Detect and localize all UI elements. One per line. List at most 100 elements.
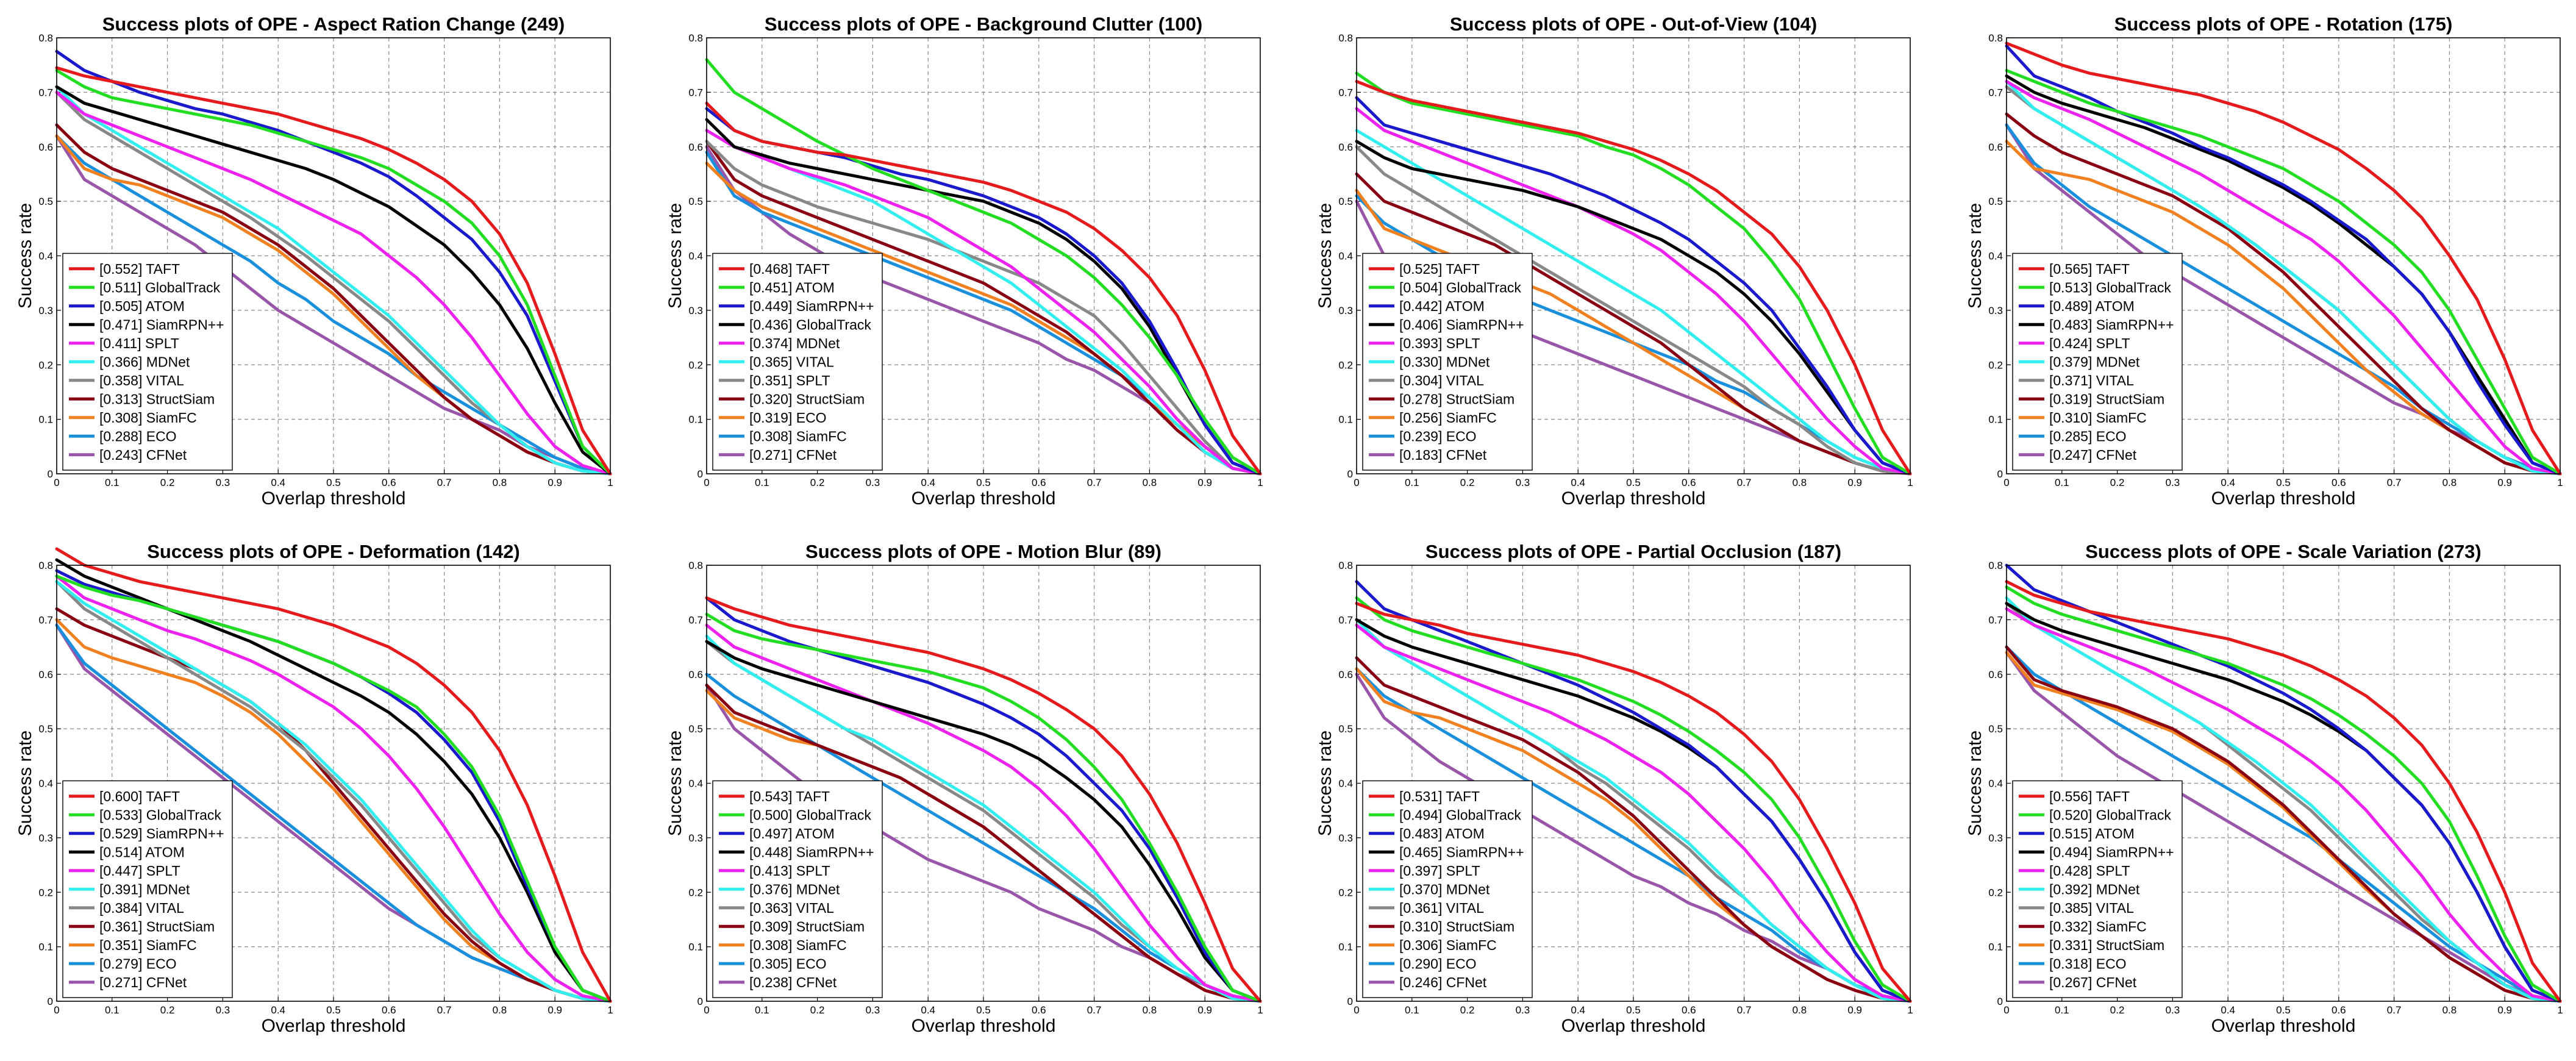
series-line-structsiam — [2005, 112, 2562, 476]
series-line-mdnet — [705, 129, 1262, 476]
legend-entry: [0.278] StructSiam — [1399, 391, 1515, 407]
series-line-splt — [705, 623, 1262, 1003]
x-tick-label: 0.4 — [1571, 1004, 1585, 1016]
x-tick-label: 0.9 — [548, 1004, 562, 1016]
legend-entry: [0.442] ATOM — [1399, 298, 1485, 314]
legend-entry: [0.525] TAFT — [1399, 261, 1480, 277]
series-line-siamrpn- — [55, 85, 612, 476]
series-line-splt — [1355, 623, 1912, 1003]
chart-title: Success plots of OPE - Deformation (142) — [147, 541, 520, 562]
y-tick-label: 0.3 — [688, 832, 703, 844]
x-tick-label: 0.2 — [2110, 477, 2125, 488]
y-tick-label: 0.7 — [1338, 614, 1353, 626]
x-tick-label: 0.8 — [1143, 1004, 1157, 1016]
x-tick-label: 0 — [704, 1004, 709, 1016]
x-tick-label: 0.3 — [216, 477, 230, 488]
legend-entry: [0.489] ATOM — [2049, 298, 2135, 314]
legend-entry: [0.247] CFNet — [2049, 447, 2137, 463]
legend-entry: [0.370] MDNet — [1399, 881, 1490, 897]
legend-entry: [0.313] StructSiam — [99, 391, 215, 407]
legend-entry: [0.351] SPLT — [749, 373, 830, 388]
y-tick-label: 0.2 — [688, 887, 703, 898]
x-tick-label: 0 — [1354, 1004, 1359, 1016]
y-tick-label: 0.4 — [38, 778, 53, 790]
legend-entry: [0.385] VITAL — [2049, 900, 2134, 916]
y-tick-label: 0.2 — [38, 359, 53, 371]
y-tick-label: 0.1 — [688, 414, 703, 426]
series-line-atom — [55, 49, 612, 476]
y-tick-label: 0.5 — [38, 723, 53, 735]
legend-entry: [0.514] ATOM — [99, 844, 185, 860]
legend-entry: [0.331] StructSiam — [2049, 937, 2164, 953]
y-tick-label: 0.7 — [1988, 87, 2003, 98]
series-line-globaltrack — [55, 69, 612, 476]
x-tick-label: 0.6 — [2332, 1004, 2346, 1016]
x-tick-label: 0.7 — [437, 1004, 452, 1016]
legend-entry: [0.246] CFNet — [1399, 974, 1487, 990]
y-tick-label: 0.4 — [1338, 251, 1353, 262]
x-tick-label: 0.1 — [2055, 477, 2069, 488]
x-tick-label: 0.2 — [1460, 477, 1475, 488]
y-tick-label: 0.5 — [1988, 723, 2003, 735]
series-line-siamrpn- — [2005, 74, 2562, 476]
chart-title: Success plots of OPE - Partial Occlusion… — [1425, 541, 1841, 562]
x-tick-label: 0 — [2003, 477, 2009, 488]
x-tick-label: 0 — [704, 477, 709, 488]
legend-entry: [0.267] CFNet — [2049, 974, 2137, 990]
series-line-taft — [55, 66, 612, 476]
series-line-globaltrack — [55, 574, 612, 1003]
x-tick-label: 0.5 — [326, 1004, 341, 1016]
legend-entry: [0.436] GlobalTrack — [749, 316, 871, 332]
series-line-mdnet — [2005, 80, 2562, 476]
legend-entry: [0.351] SiamFC — [99, 937, 197, 953]
y-tick-label: 0 — [698, 468, 703, 480]
x-tick-label: 0.3 — [216, 1004, 230, 1016]
y-tick-label: 0.5 — [38, 196, 53, 207]
y-tick-label: 0.1 — [38, 414, 53, 426]
legend-entry: [0.366] MDNet — [99, 354, 190, 370]
chart-title: Success plots of OPE - Background Clutte… — [765, 13, 1202, 35]
y-tick-label: 0.7 — [38, 87, 53, 98]
y-tick-label: 0.3 — [1988, 305, 2003, 316]
series-line-splt — [705, 140, 1262, 476]
legend-entry: [0.310] SiamFC — [2049, 410, 2147, 426]
y-tick-label: 0.8 — [38, 32, 53, 44]
y-tick-label: 0.3 — [38, 832, 53, 844]
y-tick-label: 0.8 — [1338, 32, 1353, 44]
series-line-splt — [55, 574, 612, 1003]
legend-entry: [0.379] MDNet — [2049, 354, 2140, 370]
x-tick-label: 0.8 — [2442, 477, 2457, 488]
y-tick-label: 0.8 — [688, 560, 703, 571]
series-line-cfnet — [1355, 673, 1912, 1003]
x-tick-label: 0.6 — [1032, 477, 1046, 488]
legend-entry: [0.183] CFNet — [1399, 447, 1487, 463]
x-tick-label: 0.5 — [976, 1004, 991, 1016]
series-line-structsiam — [55, 123, 612, 476]
x-tick-label: 0.6 — [1682, 1004, 1696, 1016]
y-tick-label: 0.2 — [688, 359, 703, 371]
series-line-siamrpn- — [1355, 140, 1912, 476]
x-tick-label: 0.7 — [1087, 1004, 1102, 1016]
y-tick-label: 0.7 — [38, 614, 53, 626]
x-tick-label: 0 — [54, 477, 59, 488]
legend-entry: [0.543] TAFT — [749, 788, 830, 804]
y-tick-label: 0.6 — [1338, 669, 1353, 681]
series-line-atom — [1355, 580, 1912, 1003]
series-line-globaltrack — [1355, 71, 1912, 476]
series-line-taft — [55, 547, 612, 1003]
x-tick-label: 0.7 — [2387, 1004, 2402, 1016]
y-tick-label: 0.8 — [1988, 560, 2003, 571]
legend-entry: [0.465] SiamRPN++ — [1399, 844, 1524, 860]
x-tick-label: 0.4 — [2221, 1004, 2235, 1016]
x-tick-label: 0.1 — [1405, 1004, 1419, 1016]
x-tick-label: 0.5 — [1626, 1004, 1641, 1016]
x-tick-label: 0.2 — [810, 477, 825, 488]
legend-entry: [0.424] SPLT — [2049, 335, 2130, 351]
series-line-taft — [1355, 80, 1912, 476]
series-line-splt — [1355, 107, 1912, 476]
x-tick-label: 0.1 — [1405, 477, 1419, 488]
x-tick-label: 0.5 — [1626, 477, 1641, 488]
x-tick-label: 0.9 — [2497, 1004, 2512, 1016]
y-axis-label: Success rate — [665, 731, 685, 836]
